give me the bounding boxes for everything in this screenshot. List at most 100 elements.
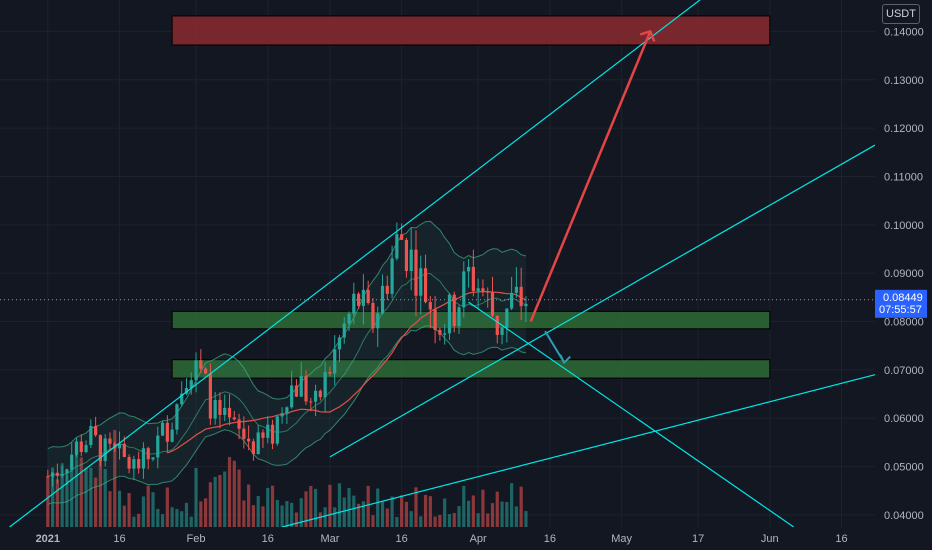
candle-body <box>294 385 299 397</box>
volume-bar <box>208 482 212 527</box>
candle-body <box>237 419 241 429</box>
volume-bar <box>395 516 399 527</box>
volume-bar <box>223 471 227 527</box>
candle-body <box>500 327 504 335</box>
volume-bar <box>213 476 217 527</box>
volume-bar <box>79 457 83 527</box>
candle-body <box>242 428 246 439</box>
currency-badge[interactable]: USDT <box>882 4 920 24</box>
support-zone <box>171 310 771 330</box>
volume-bar <box>438 515 442 527</box>
candle-body <box>337 337 342 350</box>
bollinger-upper <box>47 220 527 450</box>
y-tick-label: 0.08000 <box>884 317 924 329</box>
volume-bar <box>98 447 103 527</box>
candle-body <box>275 416 279 444</box>
target-arrow <box>529 30 652 322</box>
candle-body <box>94 425 98 436</box>
candlestick-series <box>46 222 528 487</box>
volume-bar <box>337 483 342 527</box>
volume-bar <box>280 505 284 527</box>
volume-bar <box>304 491 308 527</box>
candle-body <box>447 294 452 334</box>
candle-body <box>323 371 327 398</box>
candle-body <box>189 380 193 389</box>
candle-body <box>524 303 528 307</box>
candle-body <box>409 249 413 272</box>
volume-bar <box>514 506 518 527</box>
volume-bar <box>60 463 64 527</box>
x-tick-label: Apr <box>470 533 487 545</box>
volume-bar <box>462 485 466 527</box>
grid-lines <box>0 0 875 527</box>
volume-bar <box>452 513 456 527</box>
candle-body <box>55 472 59 476</box>
candle-body <box>457 307 461 327</box>
moving-average <box>167 290 527 454</box>
volume-bar <box>290 502 294 527</box>
volume-bar <box>65 474 69 527</box>
candle-body <box>471 266 475 292</box>
volume-bar <box>242 500 246 527</box>
y-tick-label: 0.04000 <box>884 510 924 522</box>
candle-body <box>328 371 332 374</box>
volume-bar <box>237 469 241 527</box>
y-tick-label: 0.11000 <box>884 171 923 183</box>
y-tick-label: 0.05000 <box>884 462 924 474</box>
candle-body <box>127 456 131 469</box>
volume-bar <box>486 513 490 527</box>
volume-bar <box>380 500 385 527</box>
candle-body <box>132 459 136 469</box>
candle-body <box>79 441 83 453</box>
x-tick-label: Jun <box>761 533 779 545</box>
candle-body <box>165 422 169 442</box>
candle-body <box>50 472 55 477</box>
candle-body <box>108 438 112 444</box>
volume-bar <box>447 514 452 527</box>
support-zone <box>171 359 771 379</box>
bollinger-basis <box>47 272 527 477</box>
candle-body <box>380 285 385 314</box>
time-axis-bg <box>0 527 932 550</box>
candle-body <box>304 375 308 402</box>
candle-body <box>414 249 418 296</box>
candle-body <box>433 309 437 330</box>
volume-bar <box>170 507 174 527</box>
down-arrow-head <box>559 354 571 365</box>
volume-bar <box>285 501 289 527</box>
candle-body <box>361 289 365 306</box>
trendline-lower-long <box>281 374 876 528</box>
volume-bar <box>127 492 131 527</box>
volume-bar <box>366 485 370 527</box>
candle-body <box>151 457 155 460</box>
candle-body <box>400 234 404 240</box>
volume-bar <box>457 506 461 527</box>
volume-bar <box>323 507 327 527</box>
volume-bar <box>117 490 122 527</box>
volume-bar <box>476 513 480 527</box>
candle-body <box>261 432 265 438</box>
time-axis[interactable]: 2021 16 Feb 16 Mar 16 Apr 16 May 17 Jun 16 <box>0 527 932 550</box>
volume-bar <box>347 488 351 527</box>
candle-body <box>514 286 518 293</box>
resistance-zone <box>171 15 771 46</box>
candle-body <box>443 333 447 335</box>
price-axis[interactable]: 0.14000 0.13000 0.12000 0.11000 0.10000 0.090… <box>875 0 932 550</box>
volume-bar <box>361 501 365 527</box>
candle-body <box>280 413 284 417</box>
y-tick-label: 0.09000 <box>884 268 924 280</box>
last-price-value: 0.08449 <box>883 292 923 304</box>
volume-bar <box>490 503 495 527</box>
volume-bar <box>352 495 356 527</box>
candle-body <box>270 424 275 444</box>
volume-bar <box>218 474 222 527</box>
volume-bar <box>256 496 260 527</box>
candle-body <box>204 368 208 374</box>
volume-bar <box>299 498 303 527</box>
volume-bar <box>328 484 332 527</box>
candle-body <box>366 289 370 304</box>
candle-body <box>74 441 79 455</box>
candle-body <box>84 445 88 453</box>
